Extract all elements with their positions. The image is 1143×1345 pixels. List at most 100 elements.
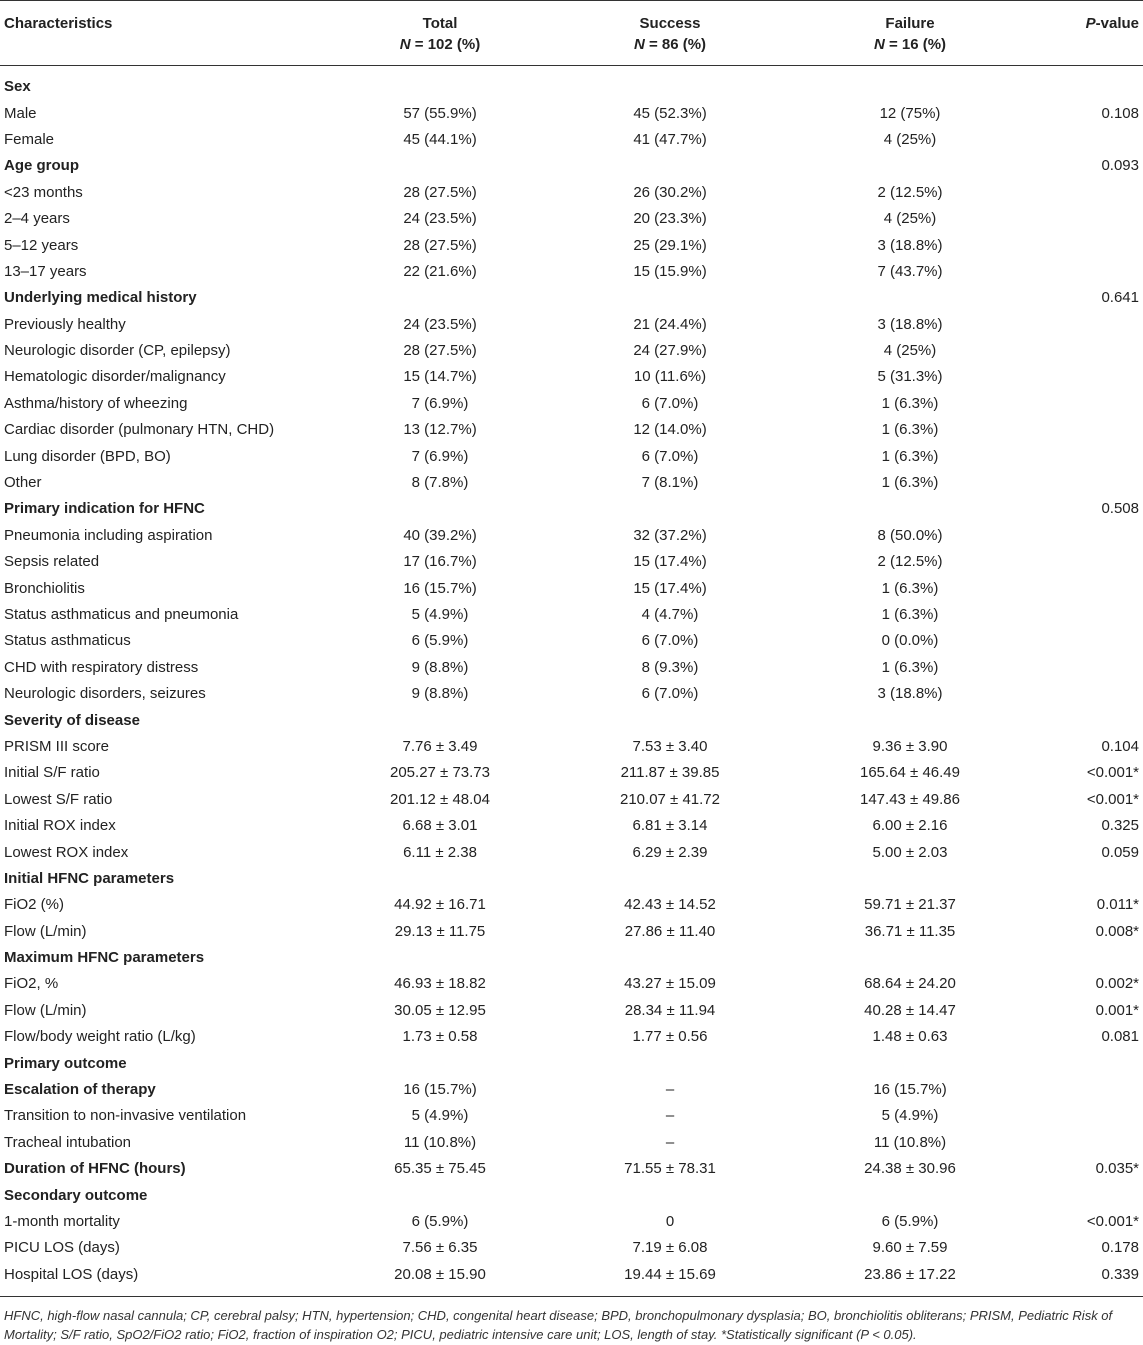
cell-success [550, 285, 790, 311]
section-row: Initial HFNC parameters [0, 866, 1143, 892]
cell-total [330, 945, 550, 971]
section-row: Severity of disease [0, 707, 1143, 733]
row-label: Status asthmaticus and pneumonia [4, 606, 239, 623]
cell-total [330, 707, 550, 733]
cell-total: 5 (4.9%) [411, 1107, 469, 1125]
row-label: Status asthmaticus [4, 632, 131, 650]
row-label: Initial ROX index [4, 817, 116, 835]
cell-failure: 59.71 ± 21.37 [864, 896, 956, 914]
row-label: FiO2, % [4, 975, 59, 993]
cell-total: 16 (15.7%) [403, 579, 477, 597]
cell-pvalue [1030, 655, 1143, 681]
cell-total: 28 (27.5%) [403, 183, 477, 201]
table-row: Initial ROX index 6.68 ± 3.01 6.81 ± 3.14 6… [0, 813, 1143, 839]
cell-failure: 1 (6.3%) [881, 421, 939, 439]
cell-success: 10 (11.6%) [633, 368, 707, 386]
cell-success [550, 945, 790, 971]
cell-success: 7.19 ± 6.08 [632, 1239, 708, 1257]
row-label: Sex [4, 78, 31, 96]
row-label: Previously healthy [4, 315, 126, 333]
cell-failure: 165.64 ± 46.49 [860, 764, 960, 782]
cell-failure: 4 (25%) [883, 210, 937, 228]
table-row: Lung disorder (BPD, BO) 7 (6.9%) 6 (7.0%) 1… [0, 443, 1143, 469]
cell-pvalue: 0.001* [1095, 1001, 1139, 1019]
cell-failure: 24.38 ± 30.96 [864, 1160, 956, 1178]
row-label: Maximum HFNC parameters [4, 949, 205, 967]
cell-pvalue [1030, 628, 1143, 654]
cell-success: – [665, 1081, 675, 1099]
cell-failure: 5.00 ± 2.03 [872, 843, 948, 861]
cell-failure: 5 (4.9%) [881, 1107, 939, 1125]
cell-success: 28.34 ± 11.94 [624, 1001, 716, 1019]
cell-success: 20 (23.3%) [633, 210, 707, 228]
cell-total: 40 (39.2%) [403, 526, 477, 544]
cell-success: 6.29 ± 2.39 [632, 843, 708, 861]
table-row: Neurologic disorders, seizures 9 (8.8%) 6 … [0, 681, 1143, 707]
table-row: Bronchiolitis 16 (15.7%) 15 (17.4%) 1 (6.3%… [0, 575, 1143, 601]
cell-total: 6 (5.9%) [411, 1212, 469, 1230]
cell-failure: 3 (18.8%) [877, 236, 943, 254]
header-failure-n: N = 16 (%) [873, 36, 947, 53]
cell-failure [790, 496, 1030, 522]
data-table: Characteristics Total N = 102 (%) Succes… [0, 0, 1143, 1297]
cell-success: 32 (37.2%) [633, 526, 707, 544]
cell-pvalue [1030, 312, 1143, 338]
cell-success: 42.43 ± 14.52 [624, 896, 716, 914]
row-label: CHD with respiratory distress [4, 658, 199, 676]
table-row: Initial S/F ratio 205.27 ± 73.73 211.87 ± … [0, 760, 1143, 786]
table-row: Tracheal intubation 11 (10.8%) – 11 (10.8%) [0, 1130, 1143, 1156]
cell-failure: 147.43 ± 49.86 [860, 790, 960, 808]
cell-failure: 7 (43.7%) [877, 262, 943, 280]
cell-pvalue [1030, 66, 1143, 101]
cell-total: 24 (23.5%) [403, 315, 477, 333]
table-row: 13–17 years 22 (21.6%) 15 (15.9%) 7 (43.7%) [0, 259, 1143, 285]
cell-total: 205.27 ± 73.73 [390, 764, 490, 782]
cell-success: 211.87 ± 39.85 [620, 764, 720, 782]
header-failure: Failure N = 16 (%) [790, 0, 1030, 66]
cell-pvalue: 0.325 [1101, 817, 1139, 835]
cell-failure: 1 (6.3%) [881, 579, 939, 597]
cell-failure: 1 (6.3%) [881, 394, 939, 412]
cell-total: 28 (27.5%) [403, 342, 477, 360]
row-label: Initial HFNC parameters [4, 869, 175, 887]
cell-pvalue: 0.081 [1101, 1028, 1139, 1046]
cell-failure: 1 (6.3%) [881, 606, 939, 623]
row-label: Flow (L/min) [4, 1001, 87, 1019]
cell-failure [790, 153, 1030, 179]
cell-failure: 1 (6.3%) [881, 447, 939, 465]
cell-failure [790, 285, 1030, 311]
cell-pvalue: 0.093 [1101, 157, 1139, 175]
cell-pvalue: 0.008* [1095, 922, 1139, 940]
table-row: Other 8 (7.8%) 7 (8.1%) 1 (6.3%) [0, 470, 1143, 496]
cell-failure: 9.36 ± 3.90 [872, 737, 948, 755]
cell-failure [790, 1050, 1030, 1076]
table-header: Characteristics Total N = 102 (%) Succes… [0, 0, 1143, 66]
table-row: Male 57 (55.9%) 45 (52.3%) 12 (75%) 0.108 [0, 100, 1143, 126]
row-label: Primary outcome [4, 1054, 127, 1072]
cell-pvalue [1030, 945, 1143, 971]
cell-total: 24 (23.5%) [403, 210, 477, 228]
header-success: Success N = 86 (%) [550, 0, 790, 66]
table-row: Flow (L/min) 29.13 ± 11.75 27.86 ± 11.40 36… [0, 919, 1143, 945]
cell-total: 28 (27.5%) [403, 236, 477, 254]
cell-pvalue: 0.035* [1095, 1160, 1139, 1178]
section-row: Maximum HFNC parameters [0, 945, 1143, 971]
cell-total: 7.76 ± 3.49 [402, 737, 478, 755]
cell-total: 7 (6.9%) [411, 447, 469, 465]
table-row: 1-month mortality 6 (5.9%) 0 6 (5.9%) <0.001… [0, 1209, 1143, 1235]
row-label: Escalation of therapy [4, 1081, 156, 1099]
row-label: Lowest S/F ratio [4, 790, 113, 808]
row-label: 1-month mortality [4, 1212, 120, 1230]
cell-success: 6 (7.0%) [641, 394, 699, 412]
cell-success: 4 (4.7%) [641, 606, 699, 623]
cell-total [330, 496, 550, 522]
cell-pvalue: 0.104 [1101, 737, 1139, 755]
cell-pvalue: <0.001* [1086, 790, 1139, 808]
cell-success [550, 866, 790, 892]
cell-success: 24 (27.9%) [633, 342, 707, 360]
cell-success: 15 (15.9%) [633, 262, 707, 280]
cell-pvalue [1030, 259, 1143, 285]
row-label: Flow (L/min) [4, 922, 87, 940]
header-pvalue: P-value [1030, 0, 1143, 66]
cell-success: 15 (17.4%) [633, 579, 707, 597]
